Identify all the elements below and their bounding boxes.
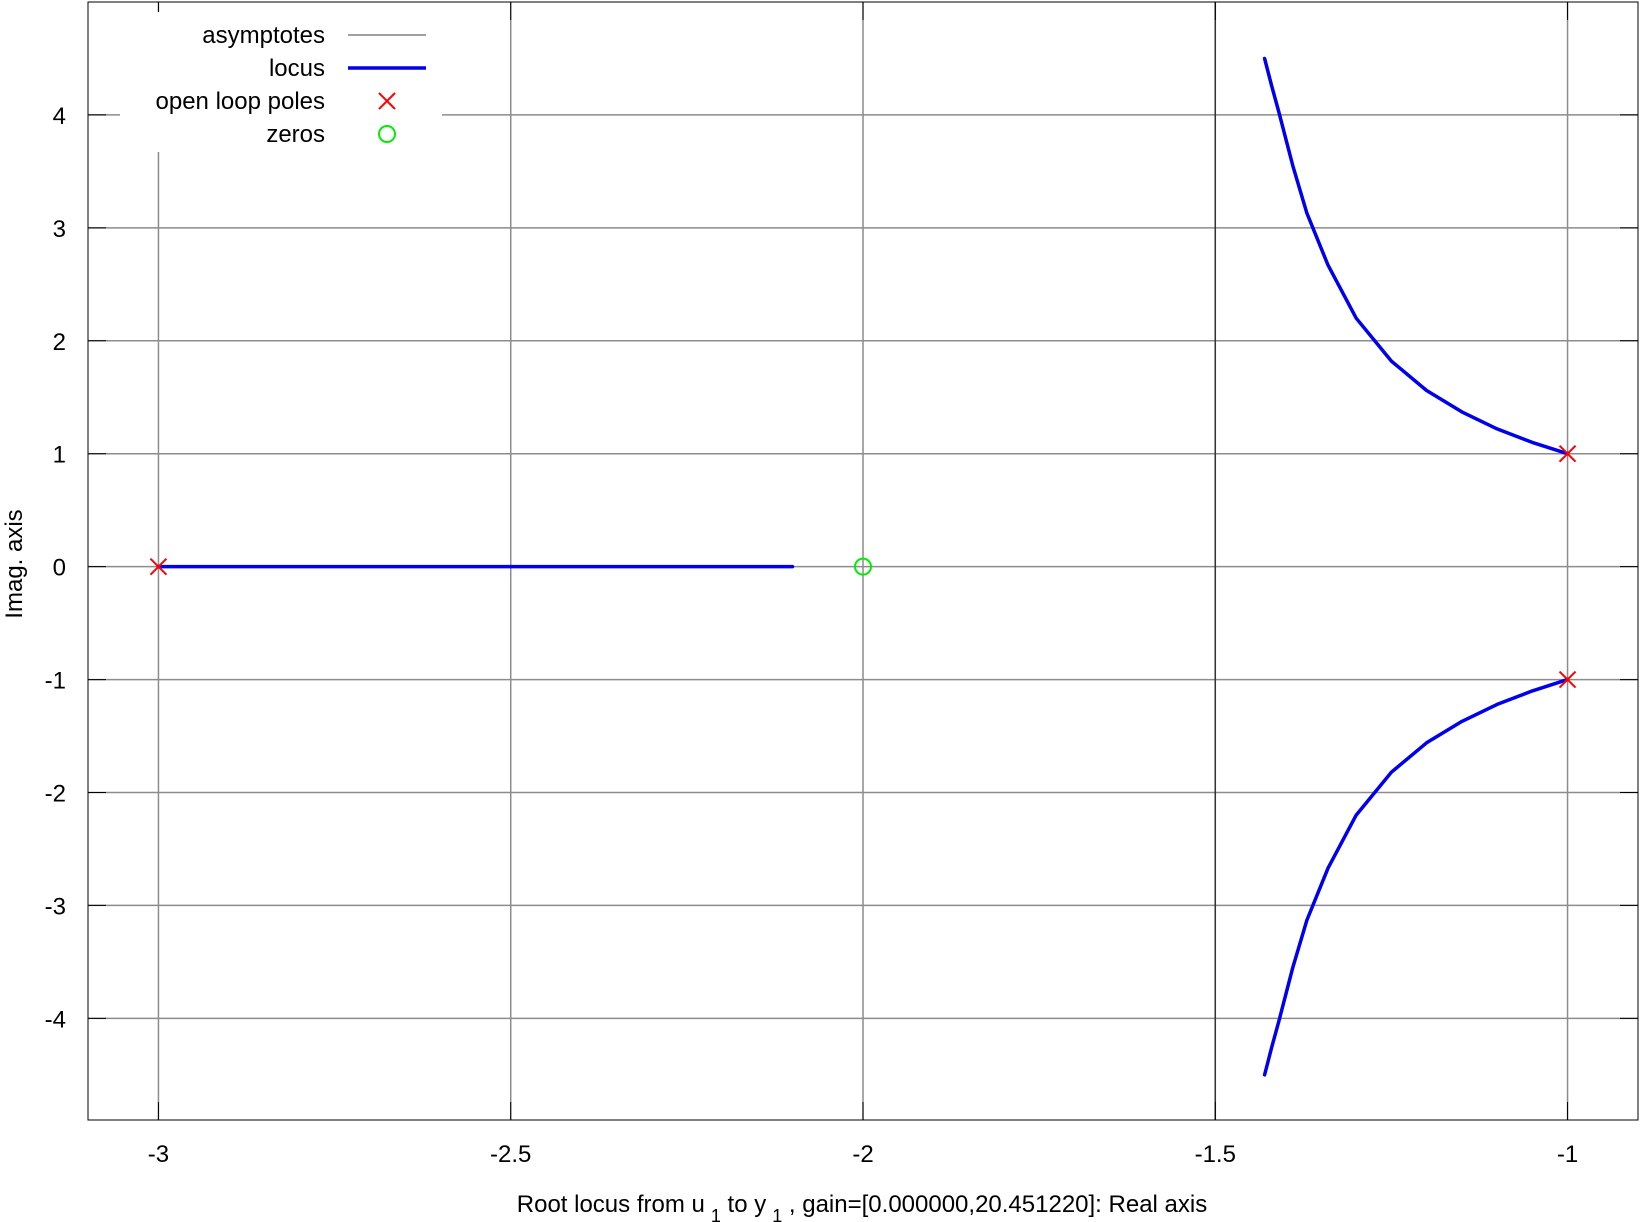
pole-marker <box>1558 445 1577 463</box>
pole-marker-stroke-b <box>1558 670 1577 689</box>
legend-label: zeros <box>266 121 325 148</box>
legend-swatch-circle <box>378 125 396 143</box>
pole-marker <box>149 557 168 576</box>
y-tick-label: -3 <box>45 893 66 920</box>
y-tick-label: 3 <box>53 216 66 243</box>
x-tick-label: -2 <box>852 1141 873 1168</box>
legend-label: asymptotes <box>202 22 325 49</box>
y-tick-label: 1 <box>53 442 66 469</box>
zero-marker <box>854 557 872 576</box>
y-tick-label: 2 <box>53 329 66 356</box>
y-ticks: -4 -3 -2 -1 0 1 2 3 4 <box>45 103 1638 1033</box>
legend-label: locus <box>269 55 325 82</box>
y-tick-label: -4 <box>45 1006 66 1033</box>
legend-swatch-cross <box>378 92 396 110</box>
pole-marker <box>1558 670 1577 689</box>
legend-swatch-cross-stroke-b <box>378 92 396 110</box>
locus-branch <box>1262 56 1570 456</box>
legend: asymptotes locus open loop poles zeros <box>120 12 442 152</box>
y-axis-label: Imag. axis <box>1 509 28 618</box>
x-tick-label: -2.5 <box>490 1141 531 1168</box>
grid <box>88 2 1638 1120</box>
pole-marker-stroke-b <box>149 557 168 576</box>
locus-branch <box>1262 677 1570 1077</box>
locus-series <box>156 56 1570 1077</box>
legend-label: open loop poles <box>156 88 325 115</box>
y-tick-label: -2 <box>45 781 66 808</box>
y-tick-label: 4 <box>53 103 66 130</box>
x-ticks: -3 -2.5 -2 -1.5 -1 <box>148 2 1578 1168</box>
x-tick-label: -3 <box>148 1141 169 1168</box>
markers <box>149 445 1577 689</box>
pole-marker-stroke-b <box>1558 445 1577 463</box>
y-tick-label: 0 <box>53 555 66 582</box>
y-tick-label: -1 <box>45 668 66 695</box>
x-tick-label: -1.5 <box>1195 1141 1236 1168</box>
x-tick-label: -1 <box>1557 1141 1578 1168</box>
